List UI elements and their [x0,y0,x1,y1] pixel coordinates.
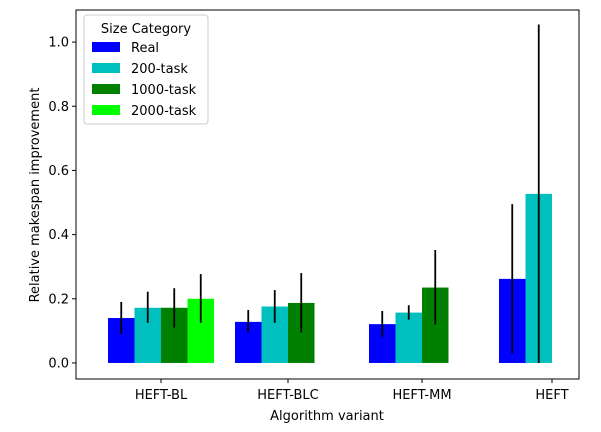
legend-swatch-3 [92,105,120,115]
plot-frame [75,9,580,380]
y-axis-label: Relative makespan improvement [28,88,43,303]
y-tick-label-4: 0.8 [48,100,69,115]
legend-label-1: 200-task [131,62,188,77]
legend-label-2: 1000-task [131,83,197,98]
legend-label-3: 2000-task [131,104,197,119]
legend-label-0: Real [131,41,159,56]
bar-200-task-2 [395,312,422,363]
y-tick-label-2: 0.4 [48,228,69,243]
x-tick-label-2: HEFT-MM [392,388,451,403]
x-tick-label-0: HEFT-BL [135,388,188,403]
legend-swatch-2 [92,84,120,94]
legend: Size Category Real 200-task 1000-task 2000-… [83,14,209,125]
y-tick-label-5: 1.0 [48,36,69,51]
legend-swatch-0 [92,42,120,52]
y-axis: 0.0 0.2 0.4 0.6 0.8 1.0 [48,36,76,371]
y-tick-label-1: 0.2 [48,292,69,307]
x-tick-label-1: HEFT-BLC [257,388,318,403]
x-tick-label-3: HEFT [535,388,568,403]
error-bars-layer [120,24,540,363]
legend-swatch-1 [92,63,120,73]
y-tick-label-3: 0.6 [48,164,69,179]
y-tick-label-0: 0.0 [48,356,69,371]
x-axis-label: Algorithm variant [270,409,384,424]
x-axis: HEFT-BL HEFT-BLC HEFT-MM HEFT [135,379,569,403]
legend-title: Size Category [101,22,192,37]
